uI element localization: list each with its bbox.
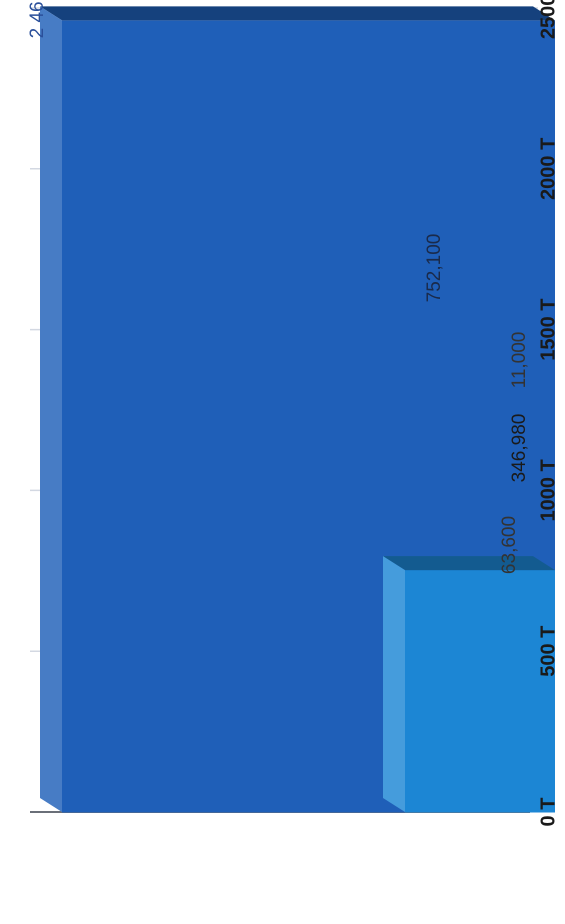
data-label: 11,000 — [509, 332, 530, 389]
bars — [40, 6, 555, 813]
bar-side-face — [383, 556, 405, 812]
bar-top-face — [383, 556, 555, 571]
y-tick-label: 1500 T — [537, 298, 559, 360]
y-tick-label: 2000 T — [537, 138, 559, 200]
y-tick-label: 500 T — [537, 626, 559, 677]
data-label: 752,100 — [424, 234, 445, 303]
bar-top-face — [40, 6, 555, 21]
y-tick-label: 2500 T — [537, 0, 559, 39]
y-tick-label: 0 T — [537, 798, 559, 827]
y-tick-label: 1000 T — [537, 459, 559, 521]
data-labels: 2 461,560 63,600 346,980 11,000 752,100 — [27, 0, 530, 574]
axis-tick-labels: 0 T 500 T 1000 T 1500 T 2000 T 2500 T — [537, 0, 559, 826]
bar — [405, 570, 555, 813]
data-label: 63,600 — [499, 516, 520, 574]
data-label: 346,980 — [509, 414, 530, 483]
bar-side-face — [40, 6, 62, 812]
data-label: 2 461,560 — [27, 0, 48, 38]
